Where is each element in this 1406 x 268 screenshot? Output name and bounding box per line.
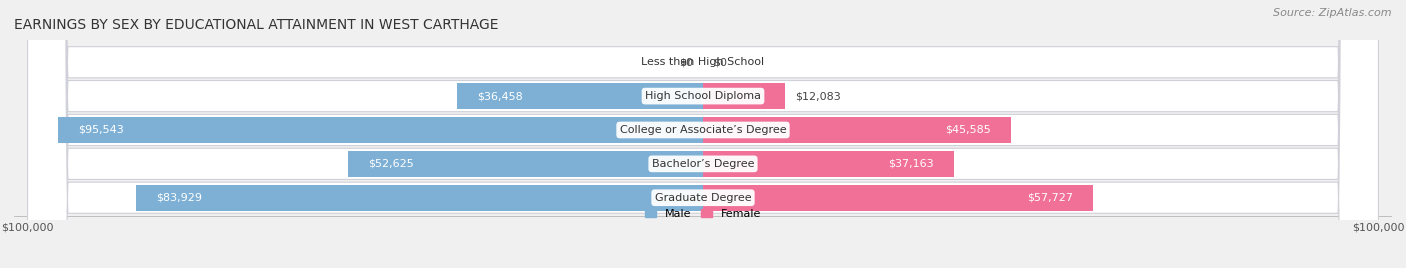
Text: $95,543: $95,543 <box>77 125 124 135</box>
FancyBboxPatch shape <box>28 0 1378 268</box>
FancyBboxPatch shape <box>28 0 1378 268</box>
Text: Graduate Degree: Graduate Degree <box>655 193 751 203</box>
FancyBboxPatch shape <box>28 0 1378 268</box>
Bar <box>703 151 955 177</box>
Text: $57,727: $57,727 <box>1026 193 1073 203</box>
Text: $12,083: $12,083 <box>794 91 841 101</box>
Text: EARNINGS BY SEX BY EDUCATIONAL ATTAINMENT IN WEST CARTHAGE: EARNINGS BY SEX BY EDUCATIONAL ATTAINMEN… <box>14 18 499 32</box>
Legend: Male, Female: Male, Female <box>641 204 765 223</box>
Text: $45,585: $45,585 <box>945 125 991 135</box>
Bar <box>58 117 703 143</box>
FancyBboxPatch shape <box>28 0 1378 268</box>
Text: $0: $0 <box>679 57 693 67</box>
Text: $36,458: $36,458 <box>477 91 523 101</box>
Text: College or Associate’s Degree: College or Associate’s Degree <box>620 125 786 135</box>
Text: Bachelor’s Degree: Bachelor’s Degree <box>652 159 754 169</box>
Text: Source: ZipAtlas.com: Source: ZipAtlas.com <box>1274 8 1392 18</box>
Bar <box>347 151 703 177</box>
Text: $37,163: $37,163 <box>889 159 934 169</box>
Text: Less than High School: Less than High School <box>641 57 765 67</box>
Text: $52,625: $52,625 <box>368 159 413 169</box>
Text: $0: $0 <box>713 57 727 67</box>
Text: $83,929: $83,929 <box>156 193 202 203</box>
Bar <box>703 83 785 109</box>
Bar <box>457 83 703 109</box>
Bar <box>136 185 703 211</box>
Bar <box>703 185 1092 211</box>
Bar <box>703 117 1011 143</box>
FancyBboxPatch shape <box>28 0 1378 268</box>
Text: High School Diploma: High School Diploma <box>645 91 761 101</box>
